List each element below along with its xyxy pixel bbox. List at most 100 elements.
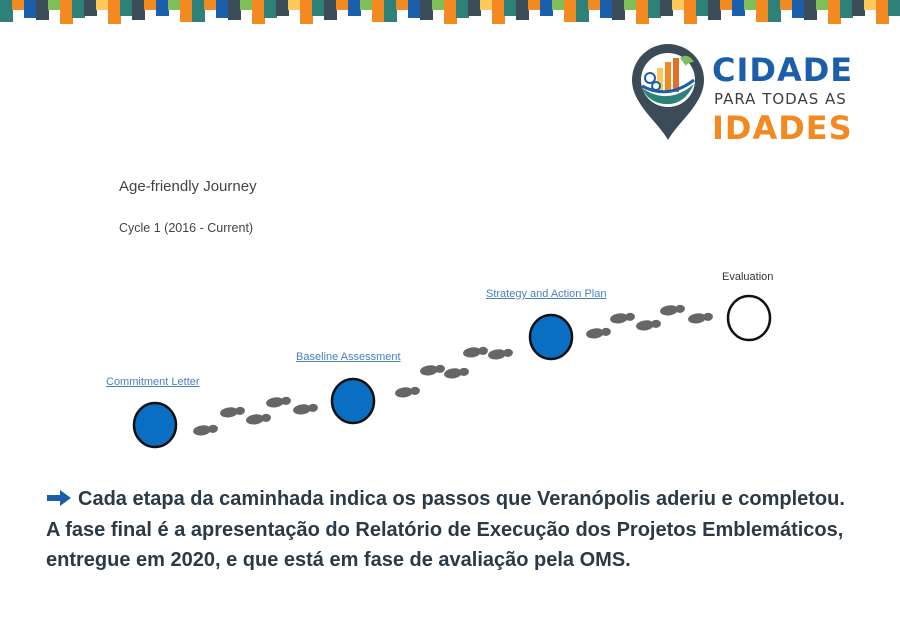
stage-label-evaluation: Evaluation xyxy=(722,271,774,283)
banner-block xyxy=(0,0,13,22)
banner-block xyxy=(840,0,853,18)
banner-block xyxy=(252,0,265,24)
banner-block xyxy=(336,0,349,10)
banner-block xyxy=(672,0,685,10)
banner-block xyxy=(576,0,589,22)
banner-block xyxy=(696,0,709,16)
banner-block xyxy=(804,0,817,20)
banner-block xyxy=(564,0,577,22)
caption: Cada etapa da caminhada indica os passos… xyxy=(46,484,876,576)
banner-block xyxy=(552,0,565,10)
banner-block xyxy=(168,0,181,10)
banner-block xyxy=(432,0,445,10)
banner-block xyxy=(276,0,289,16)
stage-link-commitment-letter[interactable]: Commitment Letter xyxy=(106,376,200,388)
banner-block xyxy=(600,0,613,18)
banner-block xyxy=(36,0,49,20)
banner-block xyxy=(96,0,109,10)
footprint-icon xyxy=(420,364,445,376)
footprint-icon xyxy=(463,346,488,358)
banner-block xyxy=(240,0,253,10)
banner-block xyxy=(888,0,900,16)
banner-block xyxy=(216,0,229,18)
footprint-icon xyxy=(193,424,218,436)
journey-title: Age-friendly Journey xyxy=(119,178,257,195)
stage-marker-completed xyxy=(528,313,574,361)
banner-block xyxy=(156,0,169,16)
banner-block xyxy=(204,0,217,10)
banner-block xyxy=(528,0,541,10)
banner-block xyxy=(816,0,829,10)
banner-block xyxy=(708,0,721,20)
banner-block xyxy=(180,0,193,22)
banner-block xyxy=(408,0,421,18)
banner-block xyxy=(72,0,85,18)
banner-block xyxy=(612,0,625,20)
banner-block xyxy=(732,0,745,16)
logo-text-cidade: CIDADE xyxy=(712,51,854,89)
stage-marker-pending xyxy=(726,294,772,342)
footprint-icon xyxy=(610,312,635,324)
footprint-icon xyxy=(220,406,245,418)
banner-block xyxy=(372,0,385,22)
banner-block xyxy=(492,0,505,24)
footprint-icon xyxy=(688,312,713,324)
banner-block xyxy=(504,0,517,16)
banner-block xyxy=(192,0,205,22)
banner-block xyxy=(84,0,97,16)
footprint-icon xyxy=(246,413,271,425)
logo-text-idades: IDADES xyxy=(712,109,853,147)
footprint-icon xyxy=(266,396,291,408)
banner-block xyxy=(396,0,409,10)
footprint-icon xyxy=(586,327,611,339)
footprint-icon xyxy=(293,403,318,415)
journey-cycle: Cycle 1 (2016 - Current) xyxy=(119,221,254,235)
footprint-icon xyxy=(660,304,685,316)
stage-marker-completed xyxy=(132,401,178,449)
banner-block xyxy=(144,0,157,10)
banner-block xyxy=(768,0,781,22)
banner-block xyxy=(228,0,241,20)
banner-block xyxy=(876,0,889,24)
banner-block xyxy=(60,0,73,24)
caption-line-1: Cada etapa da caminhada indica os passos… xyxy=(46,484,876,515)
banner-block xyxy=(864,0,877,10)
stage-link-strategy-action-plan[interactable]: Strategy and Action Plan xyxy=(486,288,607,300)
banner-block xyxy=(360,0,373,10)
banner-block xyxy=(588,0,601,10)
stage-link-baseline-assessment[interactable]: Baseline Assessment xyxy=(296,351,401,363)
map-pin-logo-icon xyxy=(632,44,704,140)
banner-block xyxy=(324,0,337,20)
banner-block xyxy=(648,0,661,18)
banner-block xyxy=(120,0,133,16)
banner-block xyxy=(108,0,121,24)
banner-block xyxy=(132,0,145,20)
banner-block xyxy=(312,0,325,16)
banner-block xyxy=(24,0,37,18)
banner-block xyxy=(744,0,757,10)
arrow-right-icon xyxy=(47,490,71,506)
footprint-icon xyxy=(636,319,661,331)
banner-block xyxy=(516,0,529,20)
banner-block xyxy=(540,0,553,16)
logo: CIDADE PARA TODAS AS IDADES xyxy=(628,42,868,148)
banner-block xyxy=(480,0,493,10)
footprint-icon xyxy=(444,367,469,379)
banner-block xyxy=(12,0,25,10)
banner-block xyxy=(264,0,277,18)
banner-block xyxy=(852,0,865,16)
banner-block xyxy=(636,0,649,24)
banner-block xyxy=(792,0,805,18)
banner-block xyxy=(348,0,361,16)
banner-block xyxy=(624,0,637,10)
caption-line-2: A fase final é a apresentação do Relatór… xyxy=(46,518,844,572)
banner-block xyxy=(288,0,301,10)
banner-block xyxy=(48,0,61,10)
banner-block xyxy=(300,0,313,24)
banner-block xyxy=(420,0,433,20)
banner-block xyxy=(456,0,469,18)
banner-block xyxy=(684,0,697,24)
footprint-icon xyxy=(395,386,420,398)
banner-block xyxy=(660,0,673,16)
